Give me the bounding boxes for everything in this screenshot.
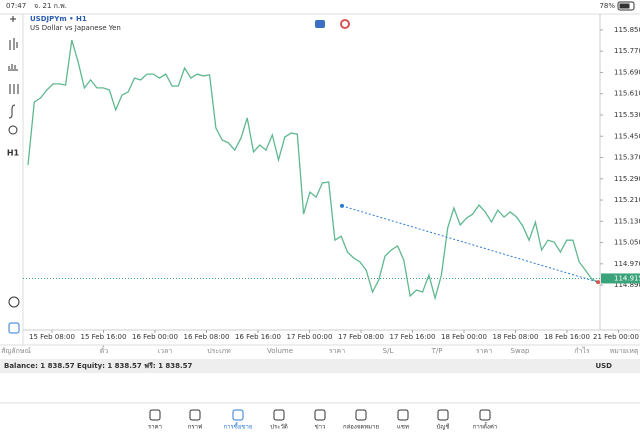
table-header: สัญลักษณ์ — [1, 347, 31, 355]
tab-label[interactable]: ราคา — [148, 424, 162, 431]
table-header: ราคา — [476, 347, 492, 355]
table-header: Volume — [267, 347, 293, 355]
y-tick-label: 115.610 — [614, 90, 640, 98]
x-tick-label: 18 Feb 08:00 — [493, 333, 539, 341]
tab-label[interactable]: การซื้อขาย — [224, 421, 253, 431]
y-tick-label: 115.450 — [614, 132, 640, 140]
crosshair-icon[interactable] — [10, 16, 16, 22]
settings-icon[interactable] — [9, 84, 19, 94]
tab-label[interactable]: กราฟ — [188, 424, 202, 431]
y-tick-label: 115.290 — [614, 175, 640, 183]
one-click-icon[interactable] — [8, 322, 20, 334]
table-header: T/P — [431, 347, 443, 355]
trendline[interactable] — [341, 205, 599, 283]
current-price-box — [601, 273, 640, 284]
buy-icon[interactable] — [340, 19, 350, 29]
x-tick-label: 18 Feb 16:00 — [544, 333, 590, 341]
x-tick-label: 18 Feb 00:00 — [441, 333, 487, 341]
x-tick-label: 15 Feb 08:00 — [29, 333, 75, 341]
tab-icon[interactable] — [479, 409, 491, 421]
tab-icon[interactable] — [397, 409, 409, 421]
x-tick-label: 21 Feb 00:00 — [593, 333, 639, 341]
table-header: ประเภท — [207, 347, 231, 355]
tab-icon[interactable] — [437, 409, 449, 421]
table-header: ตั๋ว — [100, 346, 109, 355]
tab-label[interactable]: แชท — [397, 424, 409, 431]
y-tick-label: 115.690 — [614, 68, 640, 76]
x-tick-label: 16 Feb 16:00 — [235, 333, 281, 341]
currency: USD — [595, 362, 612, 370]
y-tick-label: 115.130 — [614, 217, 640, 225]
table-header: กำไร — [574, 346, 590, 355]
y-tick-label: 115.770 — [614, 47, 640, 55]
battery-label: 78% — [599, 2, 615, 10]
function-icon[interactable] — [8, 104, 16, 119]
status-time: 07:47 — [6, 2, 26, 10]
balance-text: Balance: 1 838.57 Equity: 1 838.57 ฟรี: … — [4, 362, 193, 370]
x-tick-label: 17 Feb 00:00 — [287, 333, 333, 341]
tab-icon[interactable] — [314, 409, 326, 421]
y-tick-label: 115.530 — [614, 111, 640, 119]
table-header: หมายเหตุ — [610, 347, 639, 355]
y-tick-label: 115.050 — [614, 239, 640, 247]
tab-label[interactable]: ข่าว — [315, 424, 326, 431]
symbol-description: US Dollar vs Japanese Yen — [30, 24, 121, 32]
tab-icon[interactable] — [273, 409, 285, 421]
y-tick-label: 115.210 — [614, 196, 640, 204]
tab-icon[interactable] — [355, 409, 367, 421]
table-header: Swap — [511, 347, 530, 355]
tab-icon[interactable] — [149, 409, 161, 421]
battery-fill — [619, 3, 630, 9]
tab-label[interactable]: ประวัติ — [270, 424, 288, 431]
status-date: จ. 21 ก.พ. — [34, 2, 67, 10]
battery-icon — [617, 1, 635, 11]
table-header: S/L — [383, 347, 394, 355]
price-line — [27, 39, 599, 301]
tab-label[interactable]: การตั้งค่า — [473, 421, 497, 431]
current-price-label: 114.915 — [614, 274, 640, 282]
timeframe-button[interactable]: H1 — [7, 149, 20, 158]
tab-label[interactable]: บัญชี — [437, 423, 450, 431]
tab-icon[interactable] — [189, 409, 201, 421]
zoom-icon[interactable] — [8, 296, 20, 308]
objects-icon[interactable] — [8, 125, 18, 135]
y-tick-label: 115.370 — [614, 154, 640, 162]
toolbar — [8, 16, 20, 334]
table-header: ราคา — [329, 347, 345, 355]
x-tick-label: 17 Feb 08:00 — [338, 333, 384, 341]
x-tick-label: 17 Feb 16:00 — [390, 333, 436, 341]
x-tick-label: 16 Feb 08:00 — [184, 333, 230, 341]
balance-bar — [0, 359, 640, 373]
y-tick-label: 115.850 — [614, 26, 640, 34]
x-tick-label: 16 Feb 00:00 — [132, 333, 178, 341]
sell-icon[interactable] — [315, 20, 325, 28]
candle-icon[interactable] — [9, 38, 18, 50]
trendline-start[interactable] — [340, 203, 344, 208]
tab-icon[interactable] — [232, 409, 244, 421]
indicator-icon[interactable] — [8, 64, 18, 71]
tab-label[interactable]: กล่องจดหมาย — [343, 424, 379, 431]
trendline-end[interactable] — [596, 280, 600, 285]
x-tick-label: 15 Feb 16:00 — [81, 333, 127, 341]
y-tick-label: 114.970 — [614, 260, 640, 268]
y-tick-label: 114.890 — [614, 281, 640, 289]
table-header: เวลา — [158, 347, 173, 355]
symbol-label: USDJPYm • H1 — [30, 15, 87, 23]
